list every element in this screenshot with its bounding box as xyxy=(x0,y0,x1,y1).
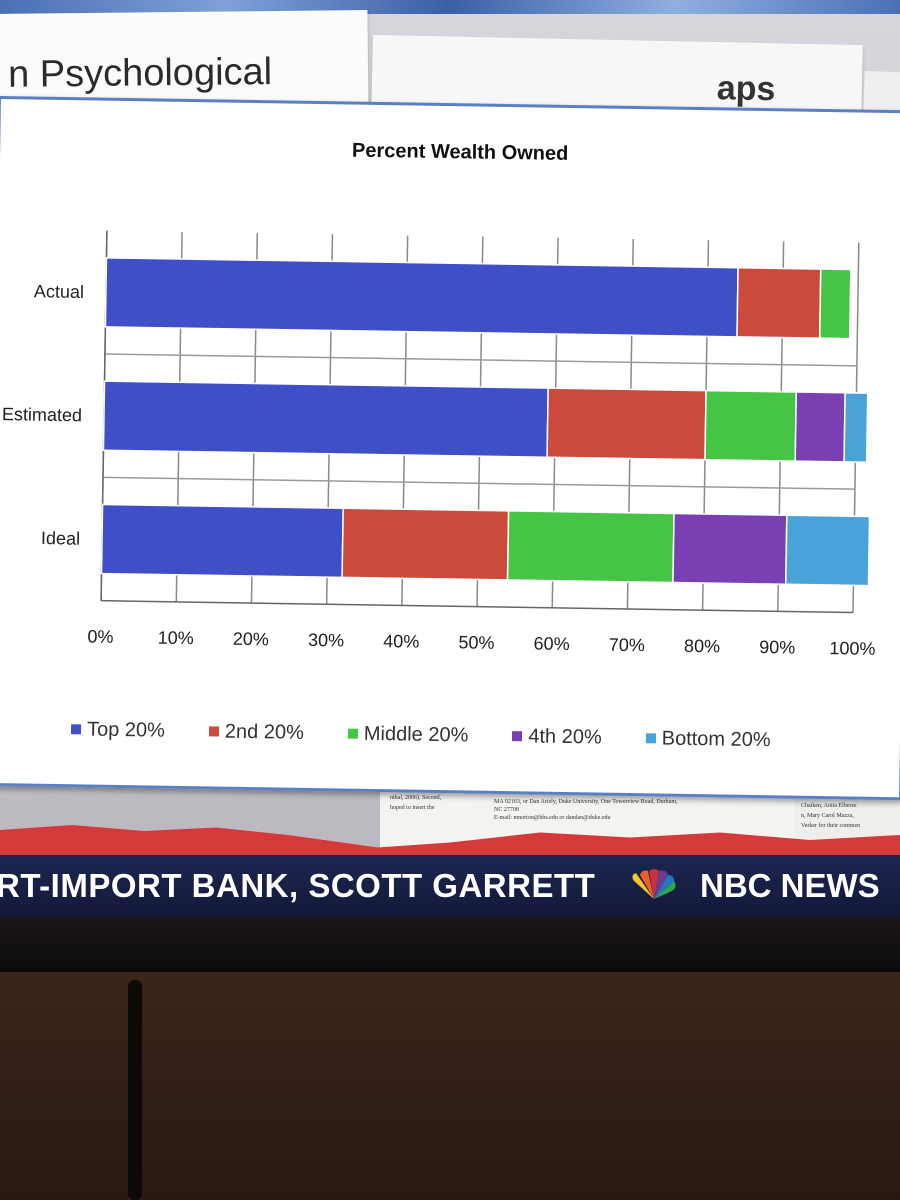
paper-snippet: NC 27708 xyxy=(494,807,519,813)
background-paper-edge xyxy=(863,70,900,114)
tv-bezel xyxy=(0,917,900,972)
stacked-bar-chart: 0% 10% 20% 30% 40% 50% 60% 70% 80% 90% 100% Actual E… xyxy=(2,230,876,659)
legend-label: 2nd 20% xyxy=(224,720,305,744)
legend-item: 4th 20% xyxy=(512,719,602,754)
ticker-headline: RT-IMPORT BANK, SCOTT GARRETT xyxy=(0,867,596,904)
bar-segment xyxy=(818,268,852,340)
x-tick-label: 70% xyxy=(609,635,645,656)
paper-snippet: Verker for their commen xyxy=(801,823,861,829)
bar-segment xyxy=(341,507,510,581)
table-surface xyxy=(0,972,900,1200)
row-separator xyxy=(103,476,855,490)
bar-segment xyxy=(794,391,846,463)
x-tick-label: 90% xyxy=(759,637,795,658)
bar-segment xyxy=(546,387,707,461)
bar-segment xyxy=(506,510,675,584)
bar-segment xyxy=(100,503,344,579)
paper-snippet: nthal, 2006). Second, xyxy=(390,795,442,801)
x-tick-label: 40% xyxy=(383,631,419,652)
x-tick-label: 30% xyxy=(308,630,344,651)
legend-label: Bottom 20% xyxy=(661,727,771,751)
news-ticker: RT-IMPORT BANK, SCOTT GARRETT NBC NEWS xyxy=(0,855,900,917)
legend-swatch xyxy=(347,728,358,739)
broadcast-graphic-strip xyxy=(0,0,900,14)
bar-segment xyxy=(843,392,869,463)
bar-segment xyxy=(672,512,788,586)
category-label: Estimated xyxy=(2,404,82,425)
bar-segment xyxy=(736,267,822,339)
legend-swatch xyxy=(70,724,82,735)
paper-snippet: MA 02163, or Dan Ariely, Duke University… xyxy=(494,799,678,805)
legend-label: 4th 20% xyxy=(528,724,602,749)
paper-snippet: Chaiken, Anita Elberse xyxy=(801,803,857,809)
x-tick-label: 10% xyxy=(158,628,194,649)
bar-segment xyxy=(704,389,798,462)
legend-label: Top 20% xyxy=(86,717,166,742)
network-name: NBC NEWS xyxy=(700,867,880,904)
legend-swatch xyxy=(645,733,656,744)
x-tick-label: 100% xyxy=(829,638,875,659)
x-axis xyxy=(101,599,854,614)
legend-item: Top 20% xyxy=(70,712,166,747)
bar-segment xyxy=(102,380,549,458)
paper-heading: n Psychological xyxy=(7,51,273,96)
x-tick-label: 20% xyxy=(233,629,269,650)
peacock-icon xyxy=(632,869,676,899)
chart-slide: Percent Wealth Owned 0% 10% 20% 30% 40% 50% 60… xyxy=(0,96,900,801)
bar-segment xyxy=(784,514,871,587)
legend-item: 2nd 20% xyxy=(208,714,305,749)
legend-label: Middle 20% xyxy=(363,722,469,746)
bar-segment xyxy=(850,268,854,340)
category-label: Ideal xyxy=(41,528,80,549)
category-label: Actual xyxy=(34,281,84,302)
legend-item: Middle 20% xyxy=(347,717,469,753)
row-separator xyxy=(104,353,857,367)
bar-segment xyxy=(104,257,739,338)
legend-swatch xyxy=(512,731,523,742)
legend-swatch xyxy=(208,726,219,737)
aps-logo: aps xyxy=(716,69,776,109)
paper-snippet: hoped to insert the xyxy=(390,805,435,811)
tv-cable xyxy=(128,980,142,1200)
legend-item: Bottom 20% xyxy=(645,721,771,757)
x-tick-label: 0% xyxy=(87,626,113,646)
paper-snippet: E-mail: mnorton@hbs.edu or dandan@duke.e… xyxy=(494,815,611,821)
x-tick-label: 50% xyxy=(458,632,494,653)
x-tick-label: 80% xyxy=(684,636,720,657)
x-tick-label: 60% xyxy=(533,633,569,654)
paper-snippet: n, Mary Carol Mazza, xyxy=(801,813,854,819)
tv-screen: n Psychological aps nthal, 2006). Second… xyxy=(0,0,900,930)
